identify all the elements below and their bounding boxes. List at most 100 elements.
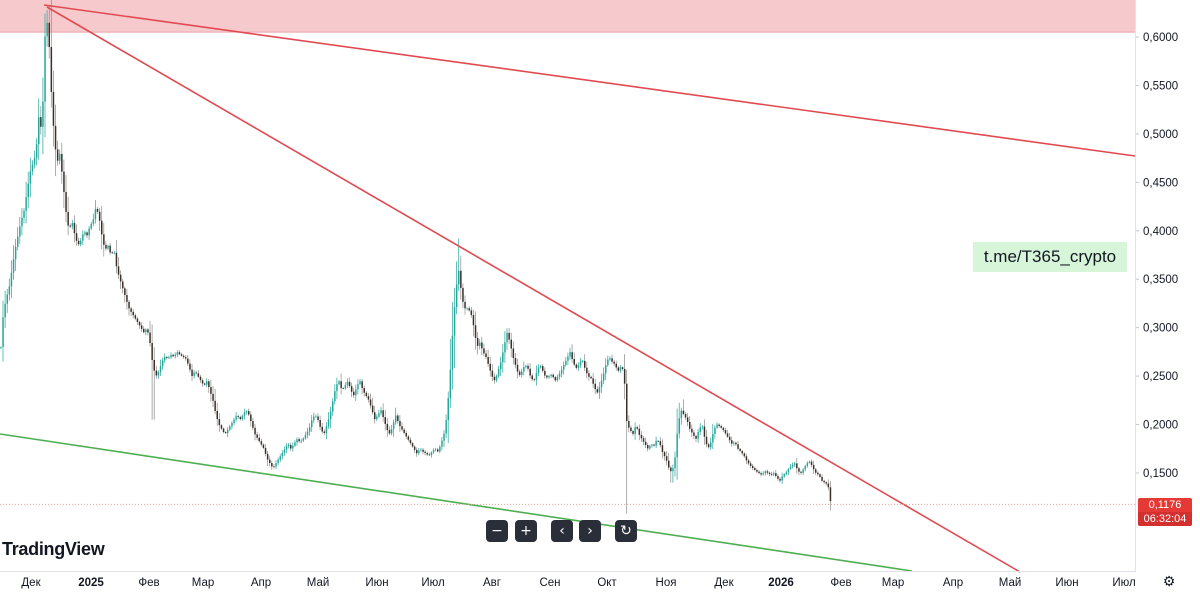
zoom-out-button[interactable]: −: [486, 520, 508, 542]
candle-body: [65, 192, 67, 213]
candle-body: [292, 445, 294, 449]
reset-chart-button[interactable]: ↻: [615, 520, 637, 542]
candle-body: [783, 474, 785, 477]
candle-body: [17, 236, 19, 247]
candle-body: [369, 399, 372, 406]
candle-body: [636, 427, 638, 429]
candle-body: [684, 414, 687, 418]
x-tick-label: Май: [307, 577, 330, 589]
candle-body: [691, 428, 693, 433]
zoom-in-button[interactable]: +: [515, 520, 537, 542]
candle-body: [376, 416, 378, 420]
y-tick-label: 0,3500: [1143, 274, 1178, 286]
candle-body: [741, 450, 743, 454]
candle-body: [155, 370, 158, 376]
candle-body: [300, 440, 302, 442]
candle-body: [336, 384, 338, 392]
candle-body: [745, 456, 748, 461]
candle-body: [680, 410, 683, 419]
candle-body: [313, 416, 315, 421]
gear-icon[interactable]: ⚙: [1162, 574, 1176, 590]
candle-body: [128, 301, 130, 309]
x-tick-label: Апр: [251, 577, 271, 589]
candle-body: [157, 372, 160, 376]
candle-body: [573, 358, 575, 365]
time-axis-divider: [0, 571, 1135, 572]
candle-body: [588, 373, 590, 377]
candle-body: [659, 441, 662, 446]
y-tick-label: 0,1500: [1143, 468, 1178, 480]
candle-body: [224, 431, 227, 434]
candle-body: [762, 473, 764, 475]
candle-body: [569, 352, 571, 357]
candle-body: [756, 469, 758, 472]
candle-body: [50, 47, 53, 92]
candle-body: [718, 424, 720, 426]
candle-body: [716, 424, 718, 428]
candle-body: [548, 376, 550, 378]
candle-body: [796, 463, 798, 469]
candle-body: [537, 367, 540, 373]
candle-body: [319, 420, 321, 427]
candle-body: [189, 363, 191, 370]
candle-body: [567, 356, 569, 361]
candle-body: [775, 473, 777, 477]
candle-body: [487, 357, 489, 364]
candle-body: [613, 361, 615, 364]
candle-body: [602, 373, 605, 381]
candle-body: [94, 208, 97, 220]
candle-body: [298, 439, 300, 442]
x-tick-label: Мар: [882, 577, 905, 589]
candle-body: [388, 430, 391, 434]
candle-body: [113, 252, 116, 254]
candle-body: [71, 223, 74, 227]
candle-body: [329, 411, 332, 420]
candle-body: [290, 445, 292, 449]
scroll-right-button[interactable]: ›: [579, 520, 601, 542]
candle-body: [302, 438, 305, 441]
candle-body: [134, 315, 137, 319]
candle-body: [86, 232, 88, 236]
candle-body: [642, 438, 645, 442]
candle-body: [159, 366, 162, 373]
candle-body: [382, 410, 384, 418]
candle-body: [623, 369, 626, 384]
candle-body: [250, 414, 252, 422]
candle-body: [197, 373, 200, 377]
candle-body: [815, 469, 817, 473]
candle-body: [710, 442, 712, 448]
candle-body: [483, 348, 485, 354]
candle-body: [153, 359, 155, 371]
candle-body: [231, 422, 233, 427]
candle-body: [264, 447, 267, 454]
candle-body: [621, 367, 624, 370]
descending-resistance-trendline: [46, 6, 1021, 573]
candle-body: [33, 157, 36, 165]
candle-body: [789, 466, 792, 469]
candle-body: [227, 429, 229, 434]
candle-body: [468, 308, 470, 311]
scroll-left-button[interactable]: ‹: [551, 520, 573, 542]
candle-body: [533, 379, 536, 381]
candle-body: [630, 427, 632, 432]
x-tick-label: Июл: [1112, 577, 1135, 589]
candle-body: [426, 453, 428, 455]
candle-body: [581, 360, 584, 362]
candle-body: [739, 448, 741, 451]
candle-body: [518, 371, 521, 375]
candle-body: [143, 328, 145, 333]
candle-body: [166, 357, 168, 358]
candle-body: [19, 226, 21, 237]
candle-body: [649, 445, 651, 449]
candle-body: [75, 233, 78, 241]
candle-body: [117, 266, 120, 275]
candle-body: [638, 428, 641, 435]
candle-body: [430, 452, 433, 456]
candle-body: [462, 287, 464, 302]
candle-body: [88, 228, 90, 236]
candle-body: [699, 427, 701, 432]
candle-body: [216, 410, 218, 420]
candle-body: [737, 444, 739, 449]
candle-body: [424, 451, 426, 454]
